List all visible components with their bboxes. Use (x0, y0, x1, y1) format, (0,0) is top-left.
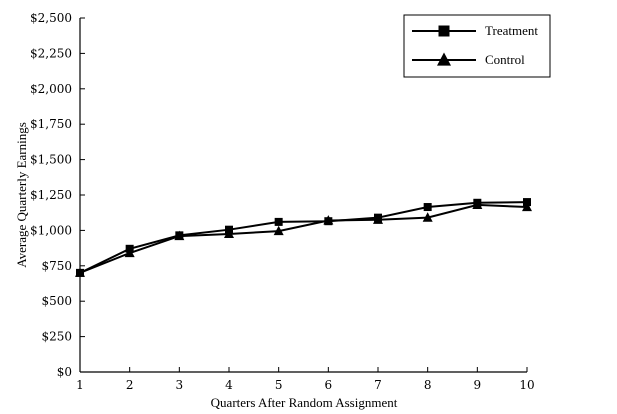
control-point (522, 201, 532, 212)
x-tick-label: 3 (176, 378, 184, 392)
control-point (373, 214, 383, 224)
y-tick-label: $1,250 (30, 188, 72, 202)
y-tick-label: $1,500 (30, 153, 72, 167)
y-axis-title: Average Quarterly Earnings (14, 122, 29, 268)
control-point (273, 225, 284, 236)
control-point (422, 212, 433, 222)
x-axis-ticks: 1 2 3 4 5 6 7 8 9 10 (76, 367, 535, 392)
y-tick-label: $0 (57, 365, 72, 379)
x-tick-label: 1 (76, 378, 84, 392)
control-line (79, 203, 528, 274)
legend-item-treatment: Treatment (412, 23, 538, 38)
x-tick-label: 6 (325, 378, 333, 392)
legend-item-control: Control (412, 52, 525, 67)
y-tick-label: $2,500 (30, 11, 72, 25)
treatment-point (274, 217, 283, 226)
treatment-point (423, 203, 432, 212)
x-tick-label: 10 (519, 378, 534, 392)
x-tick-label: 8 (424, 378, 432, 392)
x-tick-label: 4 (225, 378, 233, 392)
y-tick-label: $2,000 (30, 82, 72, 96)
series-layer (75, 198, 532, 277)
y-tick-label: $2,250 (30, 46, 72, 60)
treatment-line (79, 201, 528, 274)
series-control (75, 199, 532, 277)
y-tick-label: $250 (41, 330, 72, 344)
y-tick-label: $500 (41, 294, 72, 308)
legend-box (403, 14, 551, 78)
legend-label-control: Control (485, 52, 525, 67)
y-tick-label: $1,750 (30, 117, 72, 131)
legend-marker-treatment (438, 25, 450, 37)
control-point (323, 215, 334, 225)
control-point (472, 199, 483, 209)
control-point (174, 230, 185, 241)
legend-items: Treatment Control (412, 23, 538, 67)
series-treatment (76, 198, 531, 277)
y-tick-label: $1,000 (30, 223, 72, 237)
legend-label-treatment: Treatment (485, 23, 538, 38)
y-tick-label: $750 (41, 259, 72, 273)
x-tick-label: 7 (374, 378, 382, 392)
legend: Treatment Control (403, 14, 551, 78)
y-axis-ticks: $0 $250 $500 $750 $1,000 $1,250 $1,500 $1,750 $2… (30, 11, 85, 379)
control-point (75, 267, 85, 277)
x-tick-label: 2 (126, 378, 134, 392)
control-point (224, 228, 234, 238)
x-tick-label: 9 (474, 378, 482, 392)
control-point (124, 247, 135, 258)
x-tick-label: 5 (275, 378, 283, 392)
x-axis-title: Quarters After Random Assignment (211, 395, 398, 410)
legend-marker-control (437, 52, 451, 66)
